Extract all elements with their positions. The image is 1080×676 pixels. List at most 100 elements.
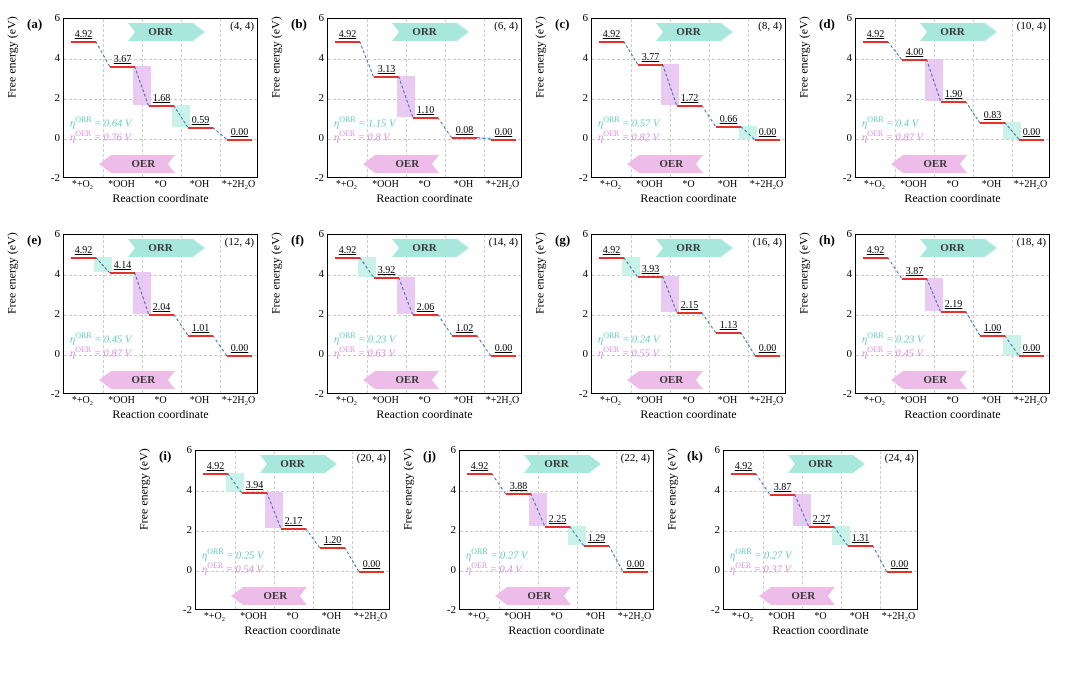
y-axis-label: Free energy (eV): [533, 16, 548, 98]
xtick-label: *OOH: [108, 395, 135, 406]
energy-value-label: 0.00: [1023, 343, 1041, 354]
ytick-label: 4: [558, 52, 588, 64]
xtick-label: *+2H₂O: [1014, 179, 1048, 190]
panel-index-label: (20, 4): [357, 452, 386, 464]
ytick-label: 2: [822, 92, 852, 104]
energy-value-label: 1.90: [945, 89, 963, 100]
eta-oer-label: ηOER = 0.54 V: [202, 561, 263, 576]
energy-value-label: 4.92: [867, 245, 885, 256]
xtick-label: *+O₂: [336, 395, 357, 406]
xtick-label: *+O₂: [72, 179, 93, 190]
xtick-label: *O: [418, 179, 430, 190]
eta-oer-label: ηOER = 0.8 V: [334, 129, 390, 144]
oer-arrow: OER: [363, 371, 439, 389]
y-axis-label: Free energy (eV): [5, 16, 20, 98]
plot-area: ORROER4.923.872.271.310.00ηORR = 0.27 Vη…: [723, 450, 918, 610]
oer-arrow: OER: [627, 155, 703, 173]
energy-value-label: 4.92: [75, 245, 93, 256]
ytick-label: 6: [822, 228, 852, 240]
orr-arrow: ORR: [920, 23, 996, 41]
energy-level: [1019, 139, 1044, 141]
energy-level: [335, 41, 360, 43]
x-axis-label: Reaction coordinate: [63, 407, 258, 422]
energy-level: [242, 492, 267, 494]
xtick-label: *O: [814, 611, 826, 622]
eta-orr-label: ηORR = 0.23 V: [334, 331, 395, 346]
xtick-label: *+2H₂O: [750, 395, 784, 406]
energy-value-label: 4.92: [339, 29, 357, 40]
xtick-label: *+2H₂O: [222, 179, 256, 190]
energy-value-label: 1.01: [192, 323, 210, 334]
energy-value-label: 0.00: [495, 343, 513, 354]
xtick-label: *OH: [454, 179, 473, 190]
energy-level: [281, 528, 306, 530]
eta-oer-label: ηOER = 0.45 V: [862, 345, 923, 360]
energy-value-label: 0.83: [984, 110, 1002, 121]
eta-orr-label: ηORR = 0.24 V: [598, 331, 659, 346]
panel-index-label: (16, 4): [753, 236, 782, 248]
xtick-label: *OOH: [240, 611, 267, 622]
energy-level: [110, 272, 135, 274]
ytick-label: -2: [294, 172, 324, 184]
energy-value-label: 4.92: [471, 461, 489, 472]
plot-area: ORROER4.923.922.061.020.00ηORR = 0.23 Vη…: [327, 234, 522, 394]
energy-level: [887, 571, 912, 573]
ytick-label: 2: [30, 92, 60, 104]
oer-arrow: OER: [891, 155, 967, 173]
ytick-label: -2: [294, 388, 324, 400]
energy-diagram-panel: (e)ORROER4.924.142.041.010.00ηORR = 0.45…: [15, 226, 273, 436]
panel-index-label: (4, 4): [230, 20, 254, 32]
ytick-label: -2: [558, 172, 588, 184]
y-axis-label: Free energy (eV): [269, 16, 284, 98]
xtick-label: *OOH: [900, 179, 927, 190]
xtick-label: *OH: [454, 395, 473, 406]
orr-arrow: ORR: [524, 455, 600, 473]
energy-level: [359, 571, 384, 573]
x-axis-label: Reaction coordinate: [591, 191, 786, 206]
xtick-label: *OH: [322, 611, 341, 622]
ytick-label: 0: [30, 132, 60, 144]
ytick-label: 2: [822, 308, 852, 320]
ytick-label: 2: [558, 92, 588, 104]
energy-diagram-panel: (b)ORROER4.923.131.100.080.00ηORR = 1.15…: [279, 10, 537, 220]
xtick-label: *O: [682, 395, 694, 406]
energy-value-label: 1.31: [852, 533, 870, 544]
energy-value-label: 2.25: [549, 514, 567, 525]
energy-level: [638, 64, 663, 66]
energy-value-label: 4.92: [339, 245, 357, 256]
energy-level: [110, 66, 135, 68]
ytick-label: 2: [294, 92, 324, 104]
eta-orr-label: ηORR = 0.57 V: [598, 115, 659, 130]
orr-arrow: ORR: [788, 455, 864, 473]
energy-value-label: 0.08: [456, 125, 474, 136]
energy-value-label: 3.94: [246, 480, 264, 491]
ytick-label: 2: [294, 308, 324, 320]
energy-level: [623, 571, 648, 573]
xtick-label: *OH: [982, 179, 1001, 190]
energy-level: [716, 126, 741, 128]
energy-value-label: 4.92: [207, 461, 225, 472]
energy-diagram-panel: (g)ORROER4.923.932.151.130.00ηORR = 0.24…: [543, 226, 801, 436]
xtick-label: *+2H₂O: [618, 611, 652, 622]
energy-value-label: 1.29: [588, 533, 606, 544]
eta-oer-label: ηOER = 0.63 V: [334, 345, 395, 360]
y-axis-label: Free energy (eV): [797, 232, 812, 314]
ytick-label: 6: [558, 228, 588, 240]
energy-level: [335, 257, 360, 259]
xtick-label: *OH: [718, 395, 737, 406]
energy-value-label: 3.87: [906, 266, 924, 277]
energy-value-label: 2.04: [153, 302, 171, 313]
energy-level: [755, 139, 780, 141]
energy-level: [491, 139, 516, 141]
eta-orr-label: ηORR = 0.4 V: [862, 115, 918, 130]
energy-level: [980, 335, 1005, 337]
energy-value-label: 0.00: [231, 343, 249, 354]
energy-level: [731, 473, 756, 475]
eta-oer-label: ηOER = 0.55 V: [598, 345, 659, 360]
energy-level: [638, 276, 663, 278]
ytick-label: 4: [294, 52, 324, 64]
energy-value-label: 4.92: [735, 461, 753, 472]
xtick-label: *OH: [982, 395, 1001, 406]
eta-oer-label: ηOER = 0.87 V: [70, 345, 131, 360]
ytick-label: -2: [558, 388, 588, 400]
